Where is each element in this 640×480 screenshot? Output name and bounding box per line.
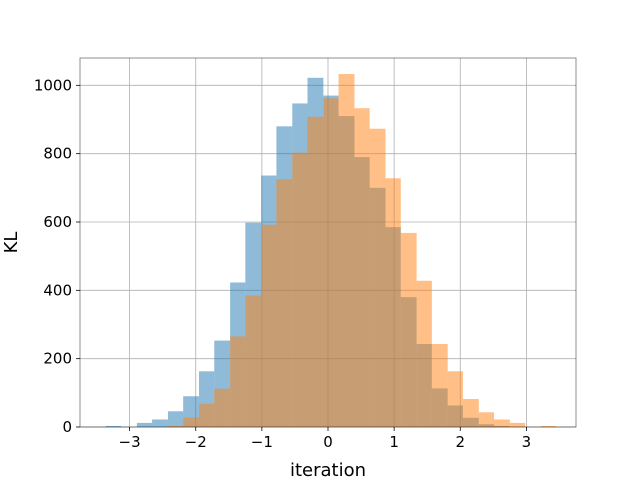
series-2-bars xyxy=(167,74,557,428)
histogram-bar xyxy=(323,98,339,428)
y-tick-label: 800 xyxy=(43,145,72,163)
histogram-bar xyxy=(431,343,448,427)
histogram-bar xyxy=(292,152,308,427)
histogram-bar xyxy=(183,417,200,427)
histogram-bar xyxy=(509,422,526,427)
histogram-bar xyxy=(540,425,557,427)
histogram-bar xyxy=(230,336,246,427)
x-tick-label: −2 xyxy=(185,433,207,451)
histogram-bar xyxy=(478,412,494,427)
histogram-bar xyxy=(245,295,262,427)
x-tick-label: −1 xyxy=(251,433,273,451)
histogram-bar xyxy=(167,425,184,427)
histogram-bar xyxy=(338,74,355,427)
histogram-bar xyxy=(354,108,370,427)
x-tick-label: 0 xyxy=(323,433,333,451)
y-tick-label: 200 xyxy=(43,350,72,368)
histogram-bar xyxy=(261,224,277,427)
histogram-bar xyxy=(447,371,463,427)
x-tick-label: 3 xyxy=(522,433,532,451)
histogram-bar xyxy=(199,403,215,427)
histogram-bar xyxy=(307,116,324,428)
histogram-bar xyxy=(462,398,479,427)
y-tick-label: 1000 xyxy=(34,76,72,94)
histogram-bars xyxy=(105,74,557,428)
y-axis-label: KL xyxy=(1,232,22,254)
histogram-bar xyxy=(276,179,293,427)
histogram-bar xyxy=(400,232,417,427)
x-tick-label: −3 xyxy=(119,433,141,451)
histogram-bar xyxy=(105,425,122,427)
histogram-bar xyxy=(136,422,153,427)
x-tick-label: 1 xyxy=(389,433,399,451)
histogram-bar xyxy=(493,419,510,427)
histogram-bar xyxy=(416,280,432,427)
x-axis-ticks: −3 −2 −1 0 1 2 3 xyxy=(119,427,532,451)
histogram-bar xyxy=(152,419,168,427)
x-axis-label: iteration xyxy=(290,460,366,480)
histogram-bar xyxy=(385,178,401,427)
x-tick-label: 2 xyxy=(455,433,465,451)
histogram-bar xyxy=(214,388,231,427)
y-axis-ticks: 0 200 400 600 800 1000 xyxy=(34,76,80,436)
histogram-bar xyxy=(369,128,386,427)
histogram-bar xyxy=(167,411,184,427)
y-tick-label: 600 xyxy=(43,213,72,231)
y-tick-label: 0 xyxy=(62,418,72,436)
y-tick-label: 400 xyxy=(43,281,72,299)
